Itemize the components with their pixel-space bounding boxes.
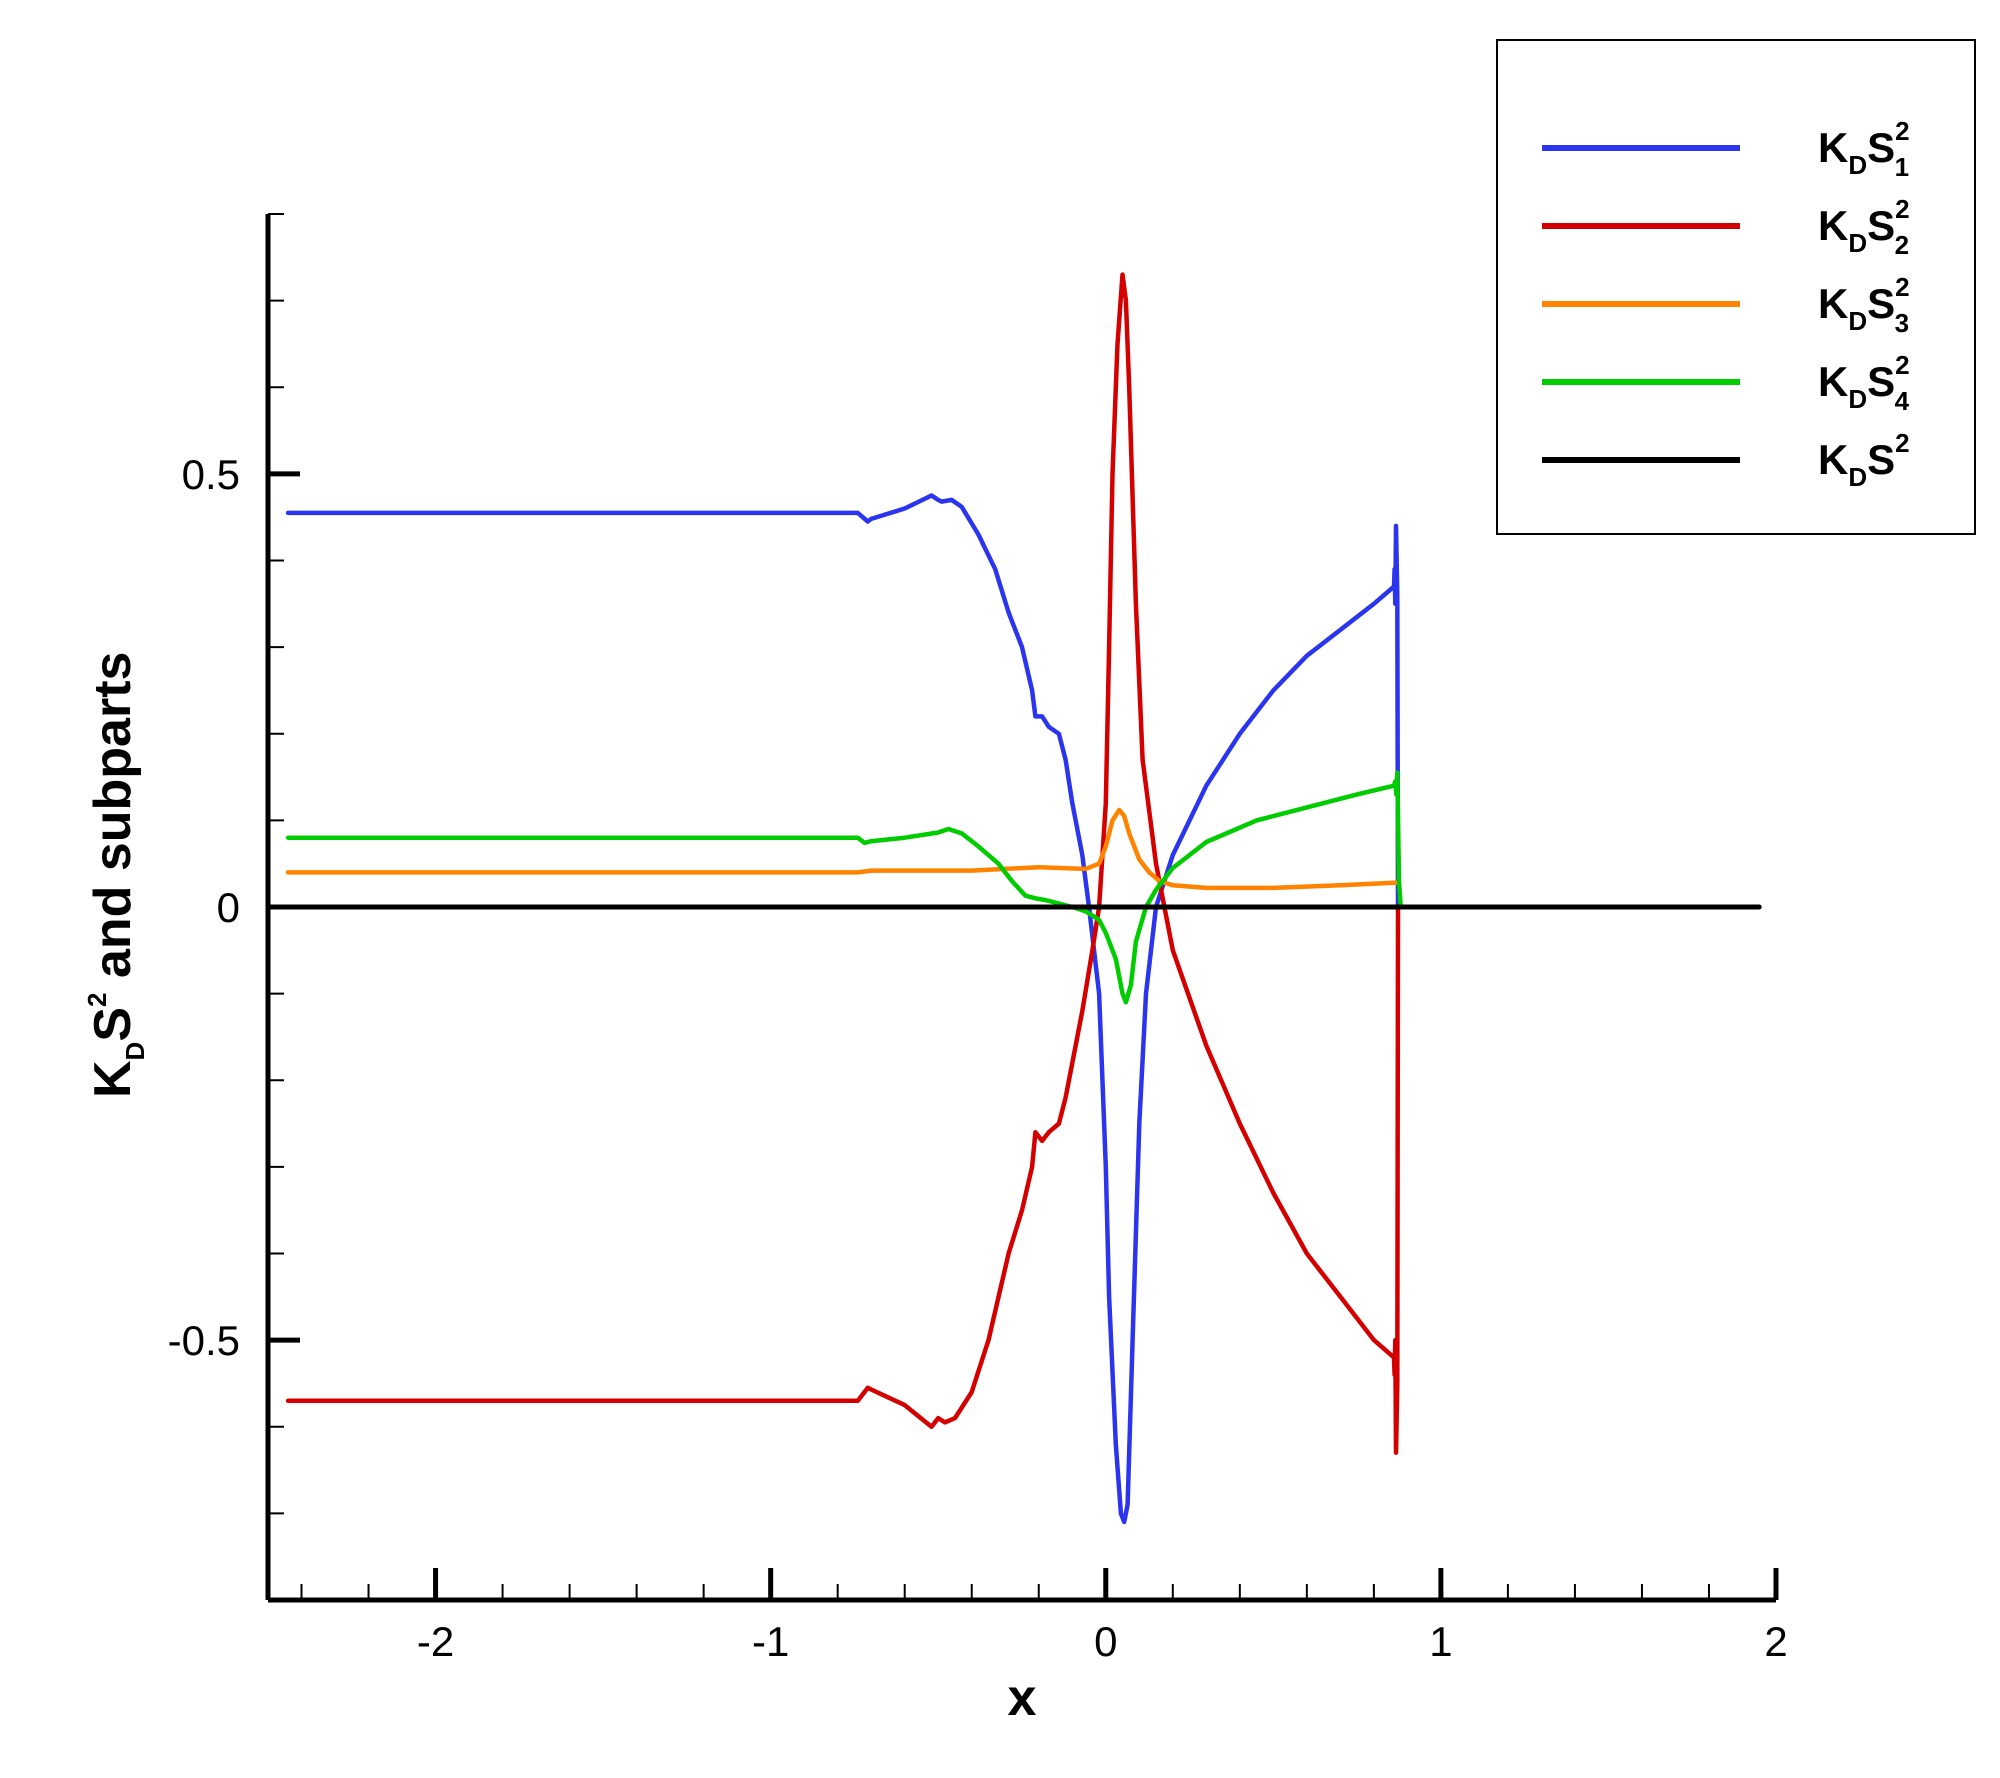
series-line-s1 (285, 493, 1402, 1525)
legend-label-s1: KDS2 1 (1818, 116, 1910, 182)
y-tick-label: 0 (217, 884, 240, 931)
x-tick-label: 0 (1094, 1618, 1117, 1665)
y-axis-label: KDS2 and subparts (82, 652, 150, 1098)
x-tick-label: -2 (417, 1618, 454, 1665)
series-line-s3 (285, 807, 1401, 891)
y-tick-label: 0.5 (182, 451, 240, 498)
x-tick-label: 2 (1764, 1618, 1787, 1665)
legend-label-s3: KDS2 3 (1818, 272, 1910, 338)
legend-label-s2: KDS2 2 (1818, 194, 1910, 260)
legend-label-s4: KDS2 4 (1818, 350, 1910, 416)
axes: -2 -1 0 1 2 0.5 0 -0.5 (168, 213, 1788, 1665)
y-axis-title: KDS2 and subparts (82, 652, 150, 1098)
legend-label-total: KDS2 (1818, 428, 1910, 492)
legend: KDS2 1 KDS2 2 KDS2 3 KDS2 4 KDS2 (1496, 39, 1976, 535)
x-tick-label: -1 (752, 1618, 789, 1665)
x-axis-label: x (1008, 1669, 1037, 1727)
series-layer (285, 272, 1762, 1525)
series-line-s4 (285, 770, 1403, 1005)
series-line-s2 (285, 272, 1402, 1455)
y-tick-label: -0.5 (168, 1317, 240, 1364)
legend-frame (1496, 39, 1976, 535)
x-axis-title: x (1008, 1669, 1037, 1727)
x-tick-label: 1 (1429, 1618, 1452, 1665)
